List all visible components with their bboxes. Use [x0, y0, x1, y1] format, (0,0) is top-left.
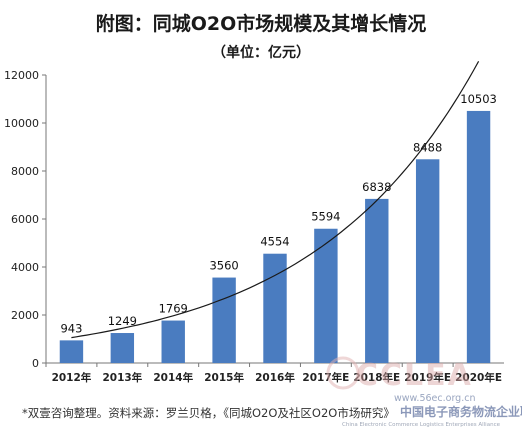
x-tick-label: 2020年E: [455, 371, 502, 384]
y-tick-label: 10000: [4, 117, 39, 130]
chart-title: 附图：同城O2O市场规模及其增长情况: [96, 12, 427, 35]
x-tick-label: 2013年: [102, 371, 142, 384]
watermark-name-en: China Electronic Commerce Logistics Ente…: [342, 422, 501, 428]
chart-subtitle: （单位：亿元）: [212, 44, 310, 61]
data-label: 10503: [460, 92, 497, 106]
bar: [415, 159, 440, 363]
data-label: 3560: [209, 259, 238, 273]
bar: [212, 277, 236, 363]
data-label: 6838: [362, 180, 391, 194]
trend-line: [71, 61, 480, 339]
bar: [365, 198, 389, 363]
x-tick-label: 2012年: [52, 371, 92, 384]
bar: [263, 253, 287, 363]
bar: [110, 333, 135, 363]
data-label: 4554: [260, 235, 289, 249]
y-tick-label: 8000: [11, 165, 39, 178]
x-tick-label: 2016年: [255, 371, 295, 384]
y-tick-label: 2000: [11, 309, 39, 322]
y-tick-label: 0: [32, 357, 39, 370]
data-label: 5594: [311, 210, 340, 224]
watermark-logo-icon: [326, 356, 360, 390]
y-tick-label: 4000: [11, 261, 39, 274]
x-tick-label: 2017年E: [302, 371, 349, 384]
y-tick-label: 12000: [4, 69, 39, 82]
bar: [314, 228, 338, 363]
data-label: 943: [60, 321, 82, 335]
x-tick-label: 2014年: [153, 371, 193, 384]
y-tick-label: 6000: [11, 213, 39, 226]
bar: [161, 320, 185, 363]
x-tick-group: 2012年 2013年 2014年 2015年 2016年 2017年E 2018年E 201…: [45, 363, 502, 384]
x-tick-label: 2015年: [204, 371, 244, 384]
bar-group: [59, 110, 491, 363]
watermark-logo-text: CCLEA: [356, 358, 473, 393]
watermark-name-cn: 中国电子商务物流企业联盟: [400, 404, 522, 419]
watermark-url: www.56ec.org.cn: [394, 393, 475, 404]
bar: [59, 340, 84, 363]
watermark: CCLEA www.56ec.org.cn 中国电子商务物流企业联盟 China…: [326, 356, 522, 428]
data-label: 1769: [159, 302, 188, 316]
bar: [466, 110, 491, 363]
source-note: *双壹咨询整理。资料来源：罗兰贝格，《同城O2O及社区O2O市场研究》: [22, 406, 395, 420]
x-tick-label: 2018年E: [353, 371, 400, 384]
data-label: 1249: [108, 314, 137, 328]
y-tick-group: 0 2000 4000 6000 8000 10000 12000: [4, 69, 46, 370]
x-tick-label: 2019年E: [404, 371, 451, 384]
